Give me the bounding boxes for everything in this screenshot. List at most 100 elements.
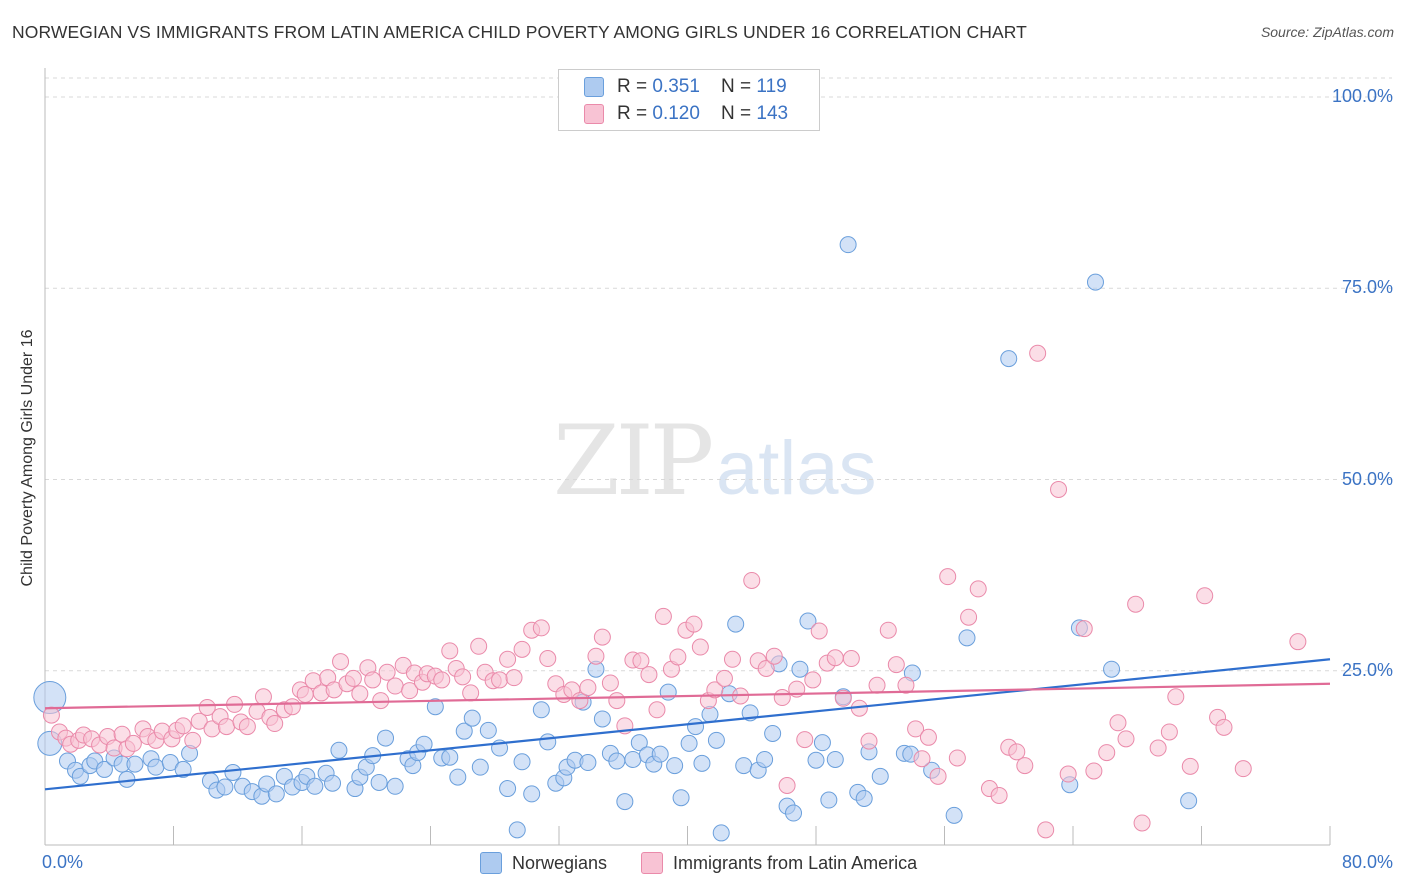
watermark-atlas: atlas xyxy=(716,426,877,511)
norwegian-point xyxy=(593,710,611,728)
latin-america-point xyxy=(1117,730,1135,748)
latin-america-point xyxy=(124,734,142,752)
latin-america-point xyxy=(723,650,741,668)
latin-america-point xyxy=(913,750,931,768)
latin-america-point xyxy=(238,718,256,736)
norwegian-point xyxy=(813,734,831,752)
latin-america-point xyxy=(691,638,709,656)
latin-america-point xyxy=(441,642,459,660)
latin-america-point xyxy=(834,689,852,707)
latin-america-point xyxy=(1109,714,1127,732)
latin-america-point xyxy=(879,621,897,639)
latin-america-point xyxy=(948,749,966,767)
norwegian-point xyxy=(624,750,642,768)
latin-america-point xyxy=(648,701,666,719)
latin-america-point xyxy=(654,607,672,625)
latin-america-point xyxy=(1196,587,1214,605)
latin-america-point xyxy=(1029,344,1047,362)
norwegian-point xyxy=(449,768,467,786)
latin-america-point xyxy=(1181,757,1199,775)
latin-america-point xyxy=(1289,633,1307,651)
pink-swatch-icon xyxy=(641,852,664,874)
norwegian-point xyxy=(386,777,404,795)
x-tick-label-min: 0.0% xyxy=(42,852,84,872)
norwegian-point xyxy=(945,806,963,824)
latin-america-point xyxy=(897,676,915,694)
norwegian-point xyxy=(756,750,774,768)
latin-america-point xyxy=(1016,757,1034,775)
norwegian-point xyxy=(735,757,753,775)
legend-label-latin-america: Immigrants from Latin America xyxy=(673,852,918,873)
norwegian-point xyxy=(616,793,634,811)
pink-swatch-icon xyxy=(584,104,604,124)
latin-america-point xyxy=(42,706,60,724)
latin-america-point xyxy=(283,698,301,716)
legend-n-value: 143 xyxy=(756,103,789,124)
latin-america-point xyxy=(401,682,419,700)
norwegian-point xyxy=(463,709,481,727)
norwegian-point xyxy=(415,735,433,753)
blue-swatch-icon xyxy=(584,77,604,97)
norwegian-point xyxy=(799,612,817,630)
norwegian-point xyxy=(499,780,517,798)
norwegian-point xyxy=(1000,350,1018,368)
latin-america-point xyxy=(587,647,605,665)
latin-america-point xyxy=(826,649,844,667)
latin-america-point xyxy=(601,674,619,692)
latin-america-point xyxy=(386,677,404,695)
latin-america-point xyxy=(773,689,791,707)
norwegian-point xyxy=(513,753,531,771)
latin-america-point xyxy=(254,688,272,706)
norwegian-point xyxy=(330,741,348,759)
latin-america-point xyxy=(887,656,905,674)
norwegian-point xyxy=(693,754,711,772)
legend-r-label: R = xyxy=(617,76,653,97)
latin-america-point xyxy=(868,676,886,694)
latin-america-point xyxy=(765,647,783,665)
norwegian-point xyxy=(71,767,89,785)
latin-america-point xyxy=(804,671,822,689)
norwegian-point xyxy=(727,615,745,633)
latin-america-point xyxy=(1234,760,1252,778)
latin-america-point xyxy=(579,679,597,697)
latin-america-point xyxy=(1167,688,1185,706)
norwegian-point xyxy=(666,757,684,775)
latin-america-point xyxy=(757,659,775,677)
source-label: Source: ZipAtlas.com xyxy=(1260,24,1394,40)
norwegian-point xyxy=(707,731,725,749)
latin-america-point xyxy=(1050,480,1068,498)
latin-america-point xyxy=(860,732,878,750)
latin-america-point xyxy=(499,650,517,668)
latin-america-point xyxy=(1160,723,1178,741)
norwegian-point xyxy=(826,750,844,768)
norwegian-point xyxy=(471,758,489,776)
latin-america-point xyxy=(778,777,796,794)
latin-america-point xyxy=(907,720,925,738)
latin-america-point xyxy=(715,669,733,687)
latin-america-point xyxy=(539,650,557,668)
latin-america-point xyxy=(266,715,284,733)
latin-america-point xyxy=(296,685,314,703)
norwegian-point xyxy=(839,236,857,254)
norwegian-point xyxy=(820,791,838,809)
latin-america-point xyxy=(1059,765,1077,783)
norwegian-point xyxy=(1086,273,1104,291)
x-tick-label-max: 80.0% xyxy=(1341,852,1393,872)
latin-america-point xyxy=(1133,814,1151,832)
latin-america-point xyxy=(1008,743,1026,761)
latin-america-point xyxy=(810,622,828,640)
latin-america-point xyxy=(532,619,550,637)
latin-america-point xyxy=(462,684,480,702)
latin-america-point xyxy=(433,671,451,689)
latin-america-point xyxy=(1098,744,1116,762)
norwegian-point xyxy=(871,767,889,785)
norwegian-point xyxy=(608,752,626,770)
norwegian-point xyxy=(659,683,677,701)
latin-america-point xyxy=(632,652,650,670)
legend-item-latin-america: Immigrants from Latin America xyxy=(641,852,917,874)
latin-america-point xyxy=(669,648,687,666)
norwegian-point xyxy=(267,785,285,803)
latin-america-point xyxy=(1127,595,1145,613)
latin-america-point xyxy=(608,692,626,710)
norwegian-point xyxy=(324,774,342,792)
